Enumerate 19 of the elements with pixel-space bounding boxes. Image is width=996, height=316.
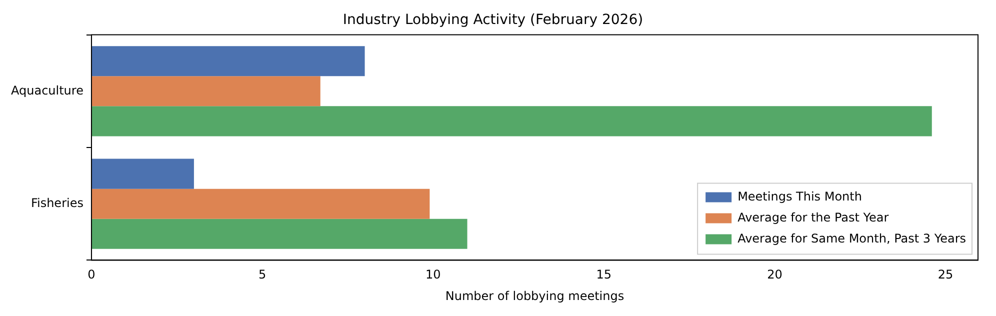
legend-label: Average for the Past Year bbox=[738, 210, 889, 224]
x-tick-label: 25 bbox=[938, 268, 954, 282]
x-tick-label: 5 bbox=[258, 268, 266, 282]
bar bbox=[91, 76, 320, 106]
chart-title: Industry Lobbying Activity (February 2026) bbox=[342, 12, 644, 28]
x-tick-label: 0 bbox=[88, 268, 96, 282]
bar bbox=[91, 188, 430, 219]
legend-label: Average for Same Month, Past 3 Years bbox=[738, 231, 966, 246]
legend-label: Meetings This Month bbox=[738, 189, 862, 204]
x-tick-label: 15 bbox=[596, 268, 612, 282]
bar bbox=[91, 106, 932, 136]
bar bbox=[91, 218, 468, 249]
x-tick-label: 20 bbox=[767, 268, 782, 282]
x-tick-label: 10 bbox=[425, 268, 441, 282]
bar bbox=[91, 46, 365, 76]
x-axis-title: Number of lobbying meetings bbox=[445, 288, 624, 303]
bar bbox=[91, 158, 194, 189]
y-tick-label: Aquaculture bbox=[10, 83, 84, 98]
y-tick-label: Fisheries bbox=[30, 196, 84, 210]
